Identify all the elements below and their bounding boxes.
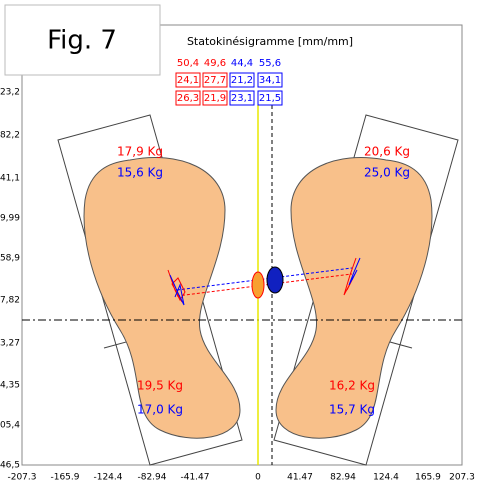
x-tick-label: 207.3	[449, 473, 475, 483]
top-value: 21,5	[259, 93, 281, 104]
x-tick-label: 165.9	[415, 473, 441, 483]
weight-label: 16,2 Kg	[329, 379, 375, 393]
center-sway	[252, 272, 264, 298]
x-tick-label: 124.4	[373, 473, 399, 483]
top-value: 34,1	[259, 75, 281, 86]
weight-label: 15,7 Kg	[329, 403, 375, 417]
x-tick-label: 82.94	[330, 473, 356, 483]
top-value: 23,1	[231, 93, 253, 104]
y-tick-label: 9,99	[0, 214, 20, 224]
y-tick-label: 23,2	[0, 88, 20, 98]
weight-label: 17,9 Kg	[117, 145, 163, 159]
weight-label: 15,6 Kg	[117, 166, 163, 180]
x-tick-label: 0	[255, 473, 261, 483]
x-tick-label: -207.3	[7, 473, 36, 483]
weight-label: 19,5 Kg	[137, 379, 183, 393]
weight-label: 25,0 Kg	[364, 166, 410, 180]
x-tick-label: -41.47	[180, 473, 209, 483]
top-value: 55,6	[259, 58, 281, 69]
top-value: 24,1	[177, 75, 199, 86]
top-value: 21,2	[231, 75, 253, 86]
y-tick-label: 105,4	[0, 421, 20, 431]
y-tick-label: 58,9	[0, 254, 20, 264]
top-value: 26,3	[177, 93, 199, 104]
figure-label: Fig. 7	[47, 26, 117, 56]
statokinesigram: Fig. 7 Statokinésigramme [mm/mm] 50,4 49,…	[0, 0, 481, 485]
x-tick-label: -82.94	[137, 473, 166, 483]
x-tick-label: -124.4	[93, 473, 122, 483]
x-tick-label: 41.47	[287, 473, 313, 483]
weight-label: 20,6 Kg	[364, 145, 410, 159]
y-tick-label: 3,27	[0, 339, 20, 349]
chart-title: Statokinésigramme [mm/mm]	[187, 35, 353, 48]
weight-label: 17,0 Kg	[137, 403, 183, 417]
top-value: 27,7	[204, 75, 226, 86]
top-value: 44,4	[231, 58, 253, 69]
top-value: 49,6	[204, 58, 226, 69]
top-value: 21,9	[204, 93, 226, 104]
y-tick-label: 146,5	[0, 461, 20, 471]
y-tick-label: 141,1	[0, 174, 20, 184]
y-tick-label: 4,35	[0, 381, 20, 391]
top-value: 50,4	[177, 58, 199, 69]
center-sway	[267, 267, 283, 293]
x-tick-label: -165.9	[50, 473, 79, 483]
y-tick-label: 82,2	[0, 131, 20, 141]
y-tick-label: 17,82	[0, 296, 20, 306]
